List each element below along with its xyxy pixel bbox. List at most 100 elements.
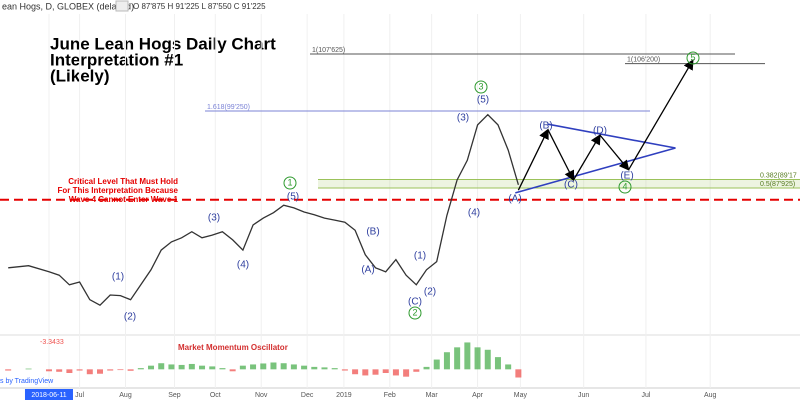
projection-arrow	[599, 134, 630, 171]
header-toggle[interactable]	[115, 0, 129, 12]
wave-label: (5)	[287, 192, 299, 203]
trendline	[515, 147, 676, 194]
oscillator-bar	[97, 369, 103, 374]
oscillator-bar	[443, 352, 450, 370]
x-tick-label: Jun	[578, 392, 589, 399]
wave-label: 5	[690, 52, 695, 62]
wave-label: (1)	[414, 251, 426, 262]
wave-label: (B)	[539, 121, 552, 132]
x-tick-label: Apr	[472, 392, 484, 399]
oscillator-bar	[290, 364, 297, 370]
wave-label: (A)	[508, 194, 521, 205]
date-badge	[24, 389, 73, 400]
wave-label: 4	[622, 181, 627, 191]
title-line: June Lean Hogs Daily Chart	[50, 34, 276, 53]
oscillator-bar	[260, 363, 267, 370]
wave-label: (4)	[468, 208, 480, 219]
oscillator-bar	[270, 362, 277, 370]
oscillator-bar	[413, 369, 420, 372]
oscillator-bar	[372, 369, 379, 375]
oscillator-bar	[25, 368, 32, 370]
oscillator-bar	[229, 369, 236, 372]
critical-note: Critical Level That Must Hold	[68, 177, 178, 186]
x-tick-label: Mar	[426, 392, 439, 399]
symbol: ean Hogs, D, GLOBEX (delayed)	[2, 1, 134, 11]
oscillator-value: -3.3433	[40, 339, 64, 346]
oscillator-bar	[515, 369, 522, 378]
oscillator-bar	[321, 367, 328, 370]
title-line: Interpretation #1	[50, 50, 183, 69]
critical-note: Wave 4 Cannot Enter Wave 1	[69, 195, 179, 204]
fib-label: 1(107'625)	[312, 47, 345, 54]
oscillator-bar	[484, 349, 491, 370]
oscillator-bar	[148, 365, 155, 370]
oscillator-bar	[5, 369, 12, 371]
x-tick-label: Nov	[255, 392, 268, 399]
oscillator-name: Market Momentum Oscillator	[178, 343, 288, 352]
x-tick-label: 2019	[336, 392, 352, 399]
oscillator-bar	[86, 369, 93, 375]
oscillator-bar	[331, 368, 338, 370]
wave-circle	[686, 51, 700, 65]
oscillator-bar	[45, 369, 52, 372]
trendline	[547, 123, 676, 149]
wave-label: (C)	[564, 180, 578, 191]
oscillator-bar	[199, 365, 206, 370]
x-tick-label: Jul	[641, 392, 650, 399]
oscillator-bar	[392, 369, 399, 376]
fib-label: 1.618(99'250)	[207, 104, 250, 111]
oscillator-bar	[423, 366, 430, 370]
wave-label: 2	[412, 307, 417, 317]
x-tick-label: Feb	[384, 392, 396, 399]
wave-label: 3	[478, 81, 483, 91]
wave-circle	[408, 306, 422, 320]
oscillator-bar	[168, 364, 175, 370]
wave-label: (3)	[208, 213, 220, 224]
wave-label: (2)	[424, 287, 436, 298]
oscillator-bar	[76, 369, 83, 371]
oscillator-bar	[219, 368, 226, 370]
footer: s by TradingView	[0, 378, 54, 385]
x-tick-label: Oct	[210, 392, 221, 399]
wave-label: (3)	[457, 113, 469, 124]
oscillator-bar	[352, 369, 359, 375]
oscillator-bar	[117, 369, 124, 371]
fib-label: 0.5(87'925)	[760, 181, 795, 188]
x-tick-label: Aug	[119, 392, 132, 399]
oscillator-bar	[178, 364, 185, 370]
wave-circle	[283, 176, 297, 190]
wave-label: (C)	[408, 297, 422, 308]
x-tick-label: Dec	[301, 392, 314, 399]
wave-label: (4)	[237, 260, 249, 271]
ohlc: O 87'875 H 91'225 L 87'550 C 91'225	[133, 2, 266, 11]
wave-label: (A)	[361, 265, 374, 276]
x-tick-label: Aug	[704, 392, 717, 399]
fib-label: 1(106'200)	[627, 57, 660, 64]
critical-note: For This Interpretation Because	[58, 186, 179, 195]
oscillator-bar	[433, 359, 440, 370]
oscillator-bar	[362, 369, 369, 376]
wave-label: (D)	[593, 126, 607, 137]
oscillator-bar	[209, 366, 216, 370]
oscillator-bar	[239, 365, 246, 370]
oscillator-bar	[505, 364, 512, 370]
x-tick-label: Sep	[168, 392, 181, 399]
oscillator-bar	[158, 363, 165, 370]
x-tick-label: Jul	[75, 392, 84, 399]
oscillator-bar	[341, 369, 348, 371]
oscillator-bar	[250, 364, 257, 370]
wave-circle	[474, 80, 488, 94]
fib-zone	[318, 179, 800, 188]
wave-label: (1)	[112, 272, 124, 283]
projection-arrow	[517, 128, 549, 191]
x-tick-label: May	[514, 392, 528, 399]
oscillator-bar	[188, 363, 195, 370]
oscillator-bar	[382, 369, 389, 373]
wave-label: (B)	[366, 227, 379, 238]
oscillator-bar	[56, 369, 63, 372]
wave-label: (2)	[124, 312, 136, 323]
wave-label: (5)	[477, 95, 489, 106]
price-line	[8, 113, 520, 307]
wave-label: (E)	[620, 171, 633, 182]
